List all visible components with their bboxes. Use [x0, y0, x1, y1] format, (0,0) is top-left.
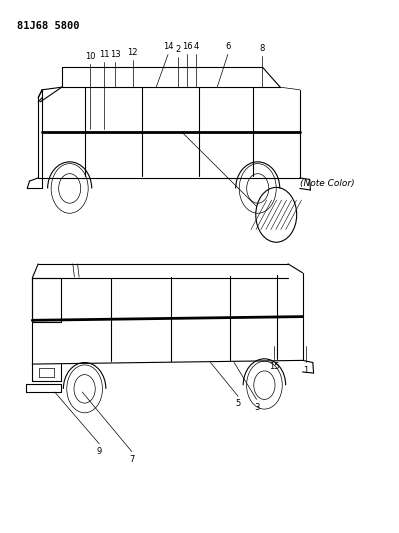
Text: 5: 5 [235, 399, 241, 408]
Text: 12: 12 [127, 47, 138, 56]
Text: 6: 6 [225, 42, 231, 51]
Text: 8: 8 [260, 44, 265, 53]
Text: 4: 4 [194, 42, 199, 51]
Text: 7: 7 [129, 455, 134, 464]
Text: 10: 10 [85, 52, 95, 61]
Text: 2: 2 [175, 45, 180, 54]
Text: 9: 9 [97, 447, 102, 456]
Text: 13: 13 [110, 50, 120, 59]
Text: 11: 11 [99, 50, 110, 59]
Text: (Note Color): (Note Color) [300, 180, 354, 189]
Text: 81J68 5800: 81J68 5800 [16, 21, 79, 31]
Text: 1: 1 [303, 366, 308, 375]
Text: 16: 16 [182, 42, 192, 51]
Text: 14: 14 [163, 42, 173, 51]
Text: 3: 3 [254, 402, 259, 411]
Text: 15: 15 [269, 362, 280, 372]
